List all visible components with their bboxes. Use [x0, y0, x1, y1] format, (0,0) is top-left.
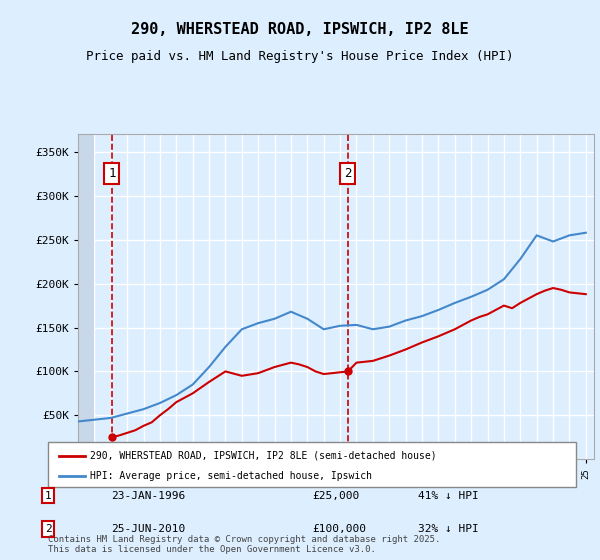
- Text: 32% ↓ HPI: 32% ↓ HPI: [418, 524, 478, 534]
- Text: 2: 2: [44, 524, 52, 534]
- Text: 1: 1: [44, 491, 52, 501]
- Bar: [78, 134, 94, 459]
- Text: £25,000: £25,000: [312, 491, 359, 501]
- Text: 290, WHERSTEAD ROAD, IPSWICH, IP2 8LE: 290, WHERSTEAD ROAD, IPSWICH, IP2 8LE: [131, 22, 469, 38]
- Text: 2: 2: [344, 167, 352, 180]
- Text: 23-JAN-1996: 23-JAN-1996: [112, 491, 185, 501]
- Text: 25-JUN-2010: 25-JUN-2010: [112, 524, 185, 534]
- Text: Price paid vs. HM Land Registry's House Price Index (HPI): Price paid vs. HM Land Registry's House …: [86, 50, 514, 63]
- Text: 290, WHERSTEAD ROAD, IPSWICH, IP2 8LE (semi-detached house): 290, WHERSTEAD ROAD, IPSWICH, IP2 8LE (s…: [90, 451, 437, 461]
- FancyBboxPatch shape: [48, 442, 576, 487]
- Text: HPI: Average price, semi-detached house, Ipswich: HPI: Average price, semi-detached house,…: [90, 471, 372, 481]
- Text: £100,000: £100,000: [312, 524, 366, 534]
- Text: 41% ↓ HPI: 41% ↓ HPI: [418, 491, 478, 501]
- Text: Contains HM Land Registry data © Crown copyright and database right 2025.
This d: Contains HM Land Registry data © Crown c…: [48, 535, 440, 554]
- Text: 1: 1: [108, 167, 116, 180]
